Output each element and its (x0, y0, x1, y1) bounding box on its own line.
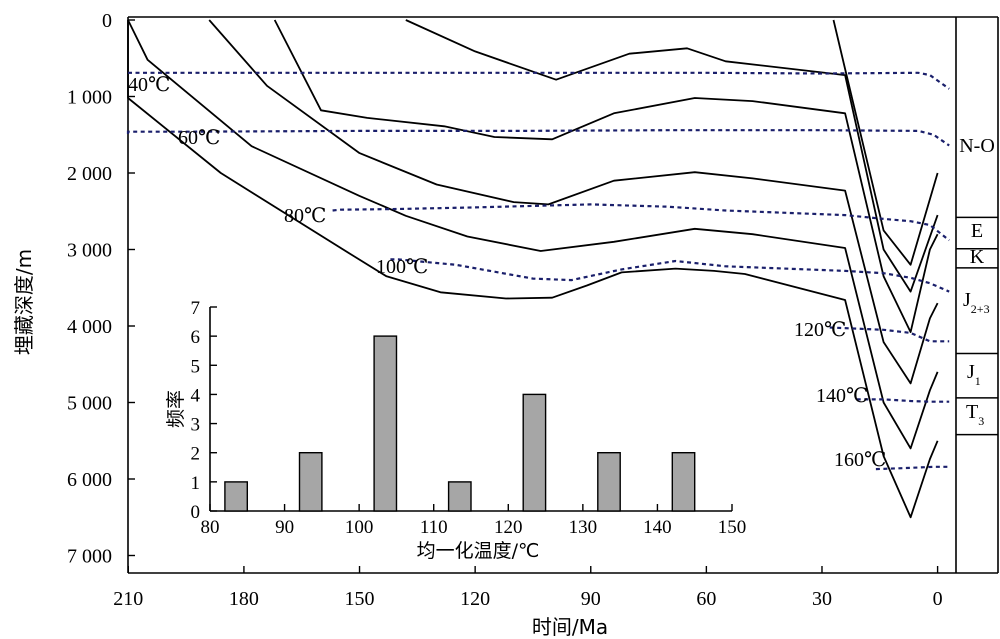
isotherm-label-140: 140℃ (816, 385, 868, 407)
isotherm-label-100: 100℃ (376, 256, 428, 278)
inset-y-tick-label: 2 (191, 444, 201, 465)
strata-label-j23: J2+3 (963, 289, 990, 316)
main-y-tick-label: 6 000 (67, 469, 112, 491)
main-y-axis-title: 埋藏深度/m (12, 249, 36, 355)
inset-y-tick-label: 7 (191, 298, 201, 319)
main-x-tick-label: 90 (581, 588, 601, 610)
burial-curve-4 (273, 19, 939, 334)
inset-x-tick-label: 140 (643, 517, 672, 538)
inset-y-tick-label: 3 (191, 415, 201, 436)
isotherm-100℃ (390, 258, 950, 293)
histogram-bar (224, 481, 248, 512)
inset-x-tick-label: 130 (569, 517, 598, 538)
main-x-ticks: 210 180 150 120 90 60 30 0 (113, 566, 943, 610)
burial-curve-1 (127, 20, 939, 519)
strata-label-j1: J1 (967, 361, 981, 388)
main-y-ticks: 0 1 000 2 000 3 000 4 000 5 000 6 000 7 000 (67, 10, 135, 568)
main-y-tick-label: 3 000 (67, 240, 112, 262)
inset-x-tick-label: 100 (345, 517, 374, 538)
isotherm-label-120: 120℃ (794, 319, 846, 341)
histogram-bar (373, 335, 398, 512)
main-y-tick-label: 1 000 (67, 87, 112, 109)
burial-curve-5 (405, 19, 939, 293)
strata-boundaries (956, 216, 998, 436)
inset-x-tick-label: 110 (420, 517, 448, 538)
main-x-axis-title: 时间/Ma (532, 615, 608, 639)
burial-curve-2 (127, 19, 939, 450)
main-x-tick-label: 180 (229, 588, 259, 610)
histogram-bar (522, 393, 547, 512)
histogram-bar (597, 452, 621, 512)
main-x-tick-label: 150 (345, 588, 375, 610)
isotherm-label-40: 40℃ (128, 74, 170, 96)
isotherm-140℃ (856, 398, 950, 403)
inset-x-tick-label: 80 (201, 517, 220, 538)
inset-bars (224, 335, 696, 512)
strata-label-t3: T3 (966, 401, 984, 428)
main-y-tick-label: 2 000 (67, 163, 112, 185)
histogram-bar (447, 481, 472, 512)
isotherm-40℃ (128, 71, 950, 90)
inset-x-tick-label: 120 (494, 517, 523, 538)
isotherm-lines (126, 71, 950, 471)
inset-y-tick-label: 0 (191, 502, 201, 523)
main-x-tick-label: 30 (812, 588, 832, 610)
burial-curve-3 (208, 19, 939, 385)
inset-y-tick-label: 6 (191, 327, 201, 348)
burial-curves (127, 19, 939, 519)
main-x-tick-label: 0 (933, 588, 943, 610)
histogram-bar (298, 452, 323, 512)
isotherm-label-160: 160℃ (834, 449, 886, 471)
strata-label-k: K (970, 246, 985, 268)
inset-y-tick-label: 5 (191, 356, 201, 377)
isotherm-60℃ (126, 129, 950, 147)
histogram-bar (671, 452, 696, 512)
inset-x-ticks: 80 90 100 110 120 130 140 150 (201, 504, 747, 538)
inset-y-tick-label: 1 (191, 473, 201, 494)
isotherm-label-80: 80℃ (284, 205, 326, 227)
burial-curve-6 (832, 19, 939, 266)
inset-x-tick-label: 90 (275, 517, 294, 538)
inset-y-ticks: 0 1 2 3 4 5 6 7 (191, 298, 217, 523)
isotherm-120℃ (829, 326, 950, 343)
main-x-tick-label: 210 (113, 588, 143, 610)
isotherm-80℃ (332, 203, 950, 242)
inset-y-tick-label: 4 (191, 385, 201, 406)
main-y-tick-label: 5 000 (67, 393, 112, 415)
main-y-tick-label: 0 (102, 10, 112, 32)
main-x-tick-label: 60 (696, 588, 716, 610)
main-y-tick-label: 7 000 (67, 546, 112, 568)
strata-label-no: N-O (959, 135, 995, 157)
isotherm-160℃ (875, 465, 950, 471)
inset-y-axis-title: 频率 (165, 390, 187, 428)
inset-x-tick-label: 150 (718, 517, 747, 538)
main-y-tick-label: 4 000 (67, 316, 112, 338)
strata-label-e: E (971, 220, 983, 242)
inset-x-axis-title: 均一化温度/℃ (417, 540, 540, 562)
isotherm-label-60: 60℃ (178, 127, 220, 149)
main-x-tick-label: 120 (460, 588, 490, 610)
